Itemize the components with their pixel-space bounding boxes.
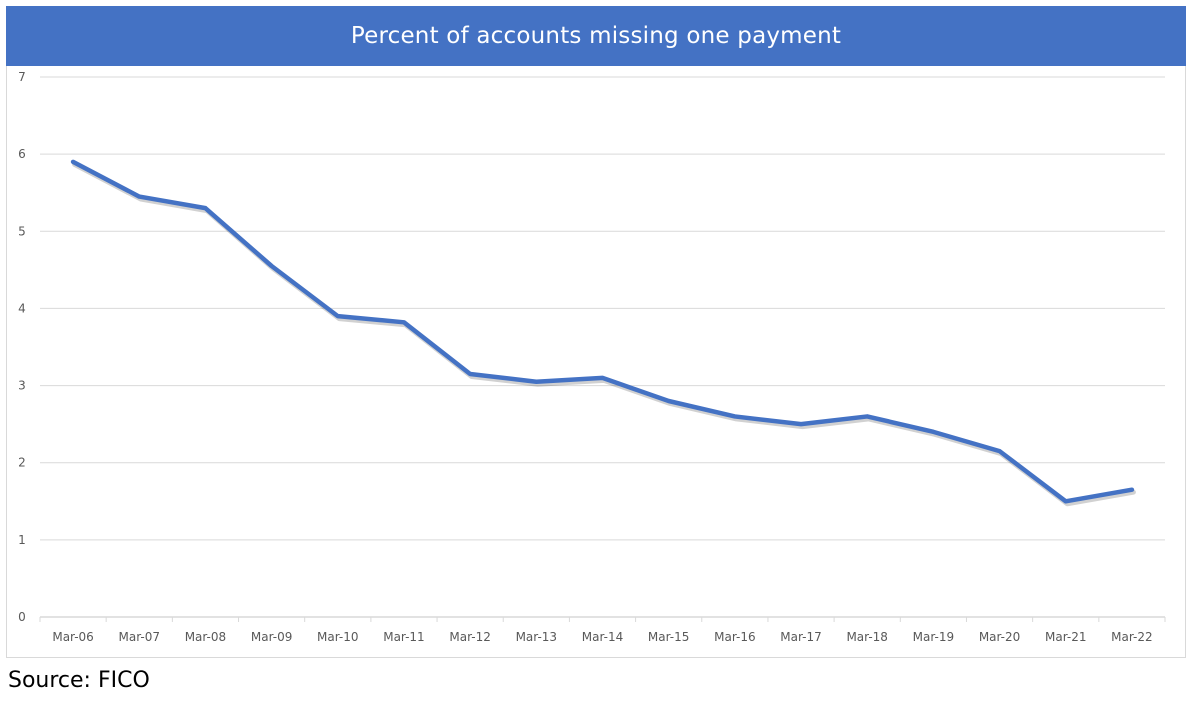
x-tick-label: Mar-18 — [846, 630, 887, 644]
x-tick-label: Mar-21 — [1045, 630, 1086, 644]
x-tick-label: Mar-14 — [582, 630, 623, 644]
y-axis-ticks: 0 1 2 3 4 5 6 7 — [18, 70, 26, 624]
x-tick-label: Mar-11 — [383, 630, 424, 644]
chart-frame — [6, 6, 1186, 658]
y-tick-label: 1 — [18, 533, 26, 547]
gridlines — [40, 76, 1165, 541]
series-line-shadow — [72, 161, 1136, 507]
x-tick-label: Mar-16 — [714, 630, 755, 644]
x-tick-label: Mar-10 — [317, 630, 358, 644]
x-tick-label: Mar-12 — [449, 630, 490, 644]
x-tick-label: Mar-06 — [52, 630, 93, 644]
chart-title-bar: Percent of accounts missing one payment — [6, 6, 1186, 66]
y-tick-label: 6 — [18, 147, 26, 161]
x-tick-label: Mar-08 — [185, 630, 226, 644]
x-tick-label: Mar-17 — [780, 630, 821, 644]
y-tick-label: 7 — [18, 70, 26, 84]
y-tick-label: 3 — [18, 379, 26, 393]
x-tick-label: Mar-07 — [119, 630, 160, 644]
y-tick-label: 5 — [18, 224, 26, 238]
y-tick-label: 0 — [18, 610, 26, 624]
x-tick-label: Mar-15 — [648, 630, 689, 644]
x-tick-label: Mar-22 — [1111, 630, 1152, 644]
series-line — [70, 159, 1135, 504]
chart-title: Percent of accounts missing one payment — [350, 23, 842, 49]
x-tick-label: Mar-13 — [516, 630, 557, 644]
x-tick-label: Mar-20 — [979, 630, 1020, 644]
data-series — [70, 159, 1136, 507]
x-tick-label: Mar-09 — [251, 630, 292, 644]
y-tick-label: 2 — [18, 456, 26, 470]
x-axis: Mar-06 Mar-07 Mar-08 Mar-09 Mar-10 Mar-11 Mar-… — [39, 616, 1166, 644]
x-tick-label: Mar-19 — [913, 630, 954, 644]
y-tick-label: 4 — [18, 301, 26, 315]
source-caption: Source: FICO — [8, 668, 150, 693]
